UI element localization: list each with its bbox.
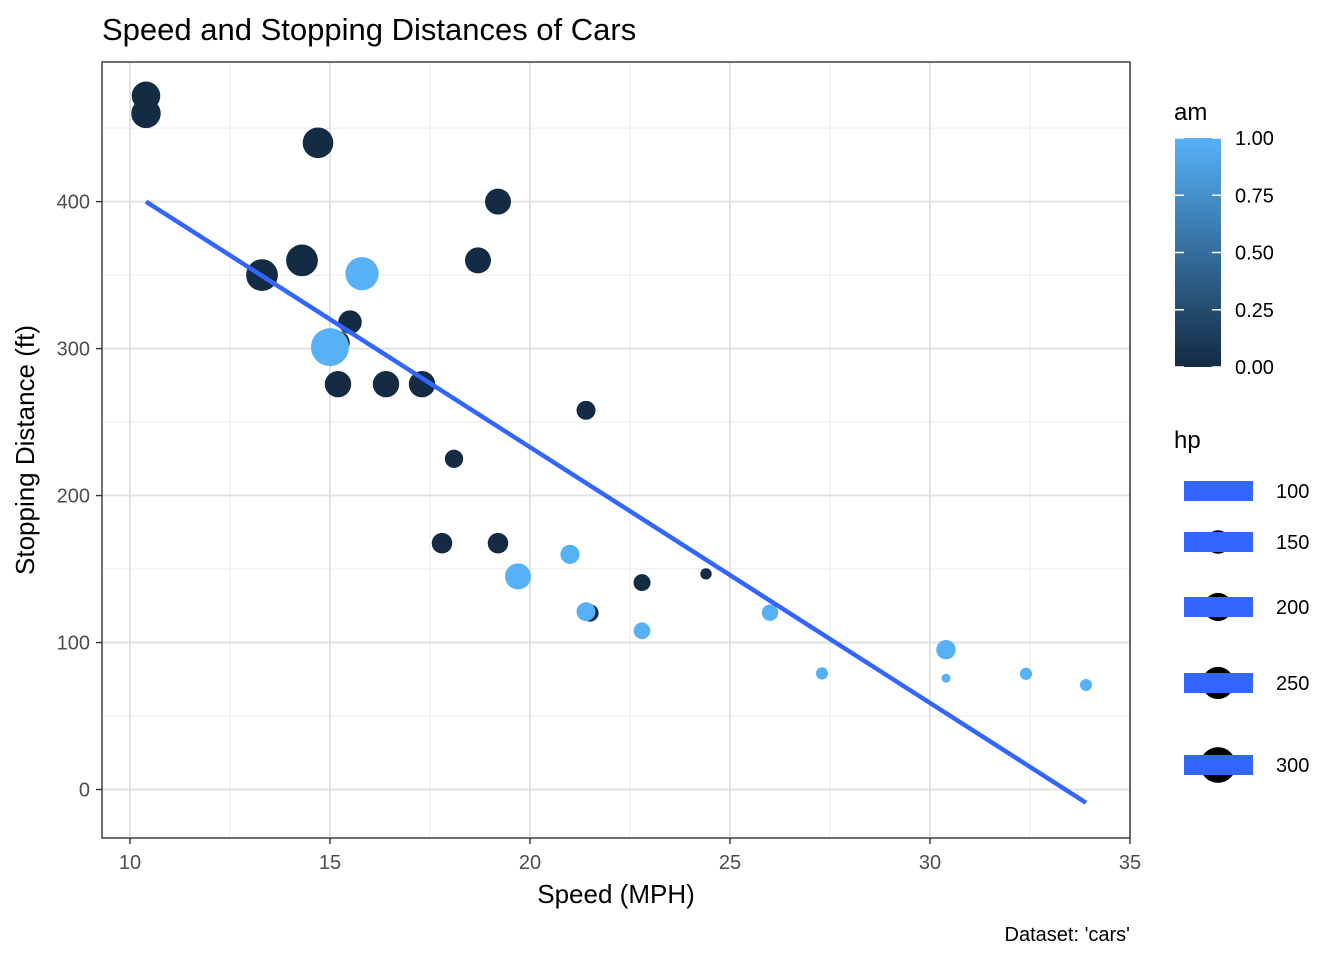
x-tick-label: 35 bbox=[1119, 852, 1141, 874]
data-point bbox=[815, 667, 829, 680]
legend-hp-key-line bbox=[1184, 481, 1253, 501]
legend-hp-label: 200 bbox=[1276, 597, 1309, 619]
data-point bbox=[576, 400, 596, 420]
data-point bbox=[576, 602, 596, 622]
grid-lines bbox=[102, 62, 1131, 838]
data-points bbox=[131, 81, 1092, 691]
x-tick-label: 25 bbox=[719, 852, 741, 874]
data-point bbox=[936, 640, 956, 660]
legend-am-tick-label: 1.00 bbox=[1235, 128, 1274, 150]
data-point bbox=[431, 532, 453, 554]
x-axis: 10 15 20 25 30 35 bbox=[119, 838, 1141, 874]
data-point bbox=[302, 127, 334, 159]
data-point bbox=[408, 370, 436, 398]
data-point bbox=[941, 673, 951, 683]
plot-panel-background bbox=[102, 62, 1130, 838]
x-tick-label: 15 bbox=[319, 852, 341, 874]
y-axis-title: Stopping Distance (ft) bbox=[10, 325, 40, 575]
legend-hp-title: hp bbox=[1174, 427, 1201, 454]
legend-hp-label: 300 bbox=[1276, 755, 1309, 777]
x-axis-title: Speed (MPH) bbox=[537, 879, 695, 909]
legend-am-tick-label: 0.00 bbox=[1235, 357, 1274, 379]
y-tick-label: 300 bbox=[57, 339, 90, 361]
data-point bbox=[633, 574, 651, 592]
data-point bbox=[311, 328, 349, 367]
chart-title: Speed and Stopping Distances of Cars bbox=[102, 12, 636, 47]
data-point bbox=[487, 532, 509, 554]
legend-hp-label: 150 bbox=[1276, 532, 1309, 554]
legend-hp-key-line bbox=[1184, 755, 1253, 775]
x-tick-label: 10 bbox=[119, 852, 141, 874]
y-tick-label: 400 bbox=[57, 192, 90, 214]
x-tick-label: 20 bbox=[519, 852, 541, 874]
data-point bbox=[1080, 679, 1092, 691]
data-point bbox=[633, 622, 651, 640]
data-point bbox=[1019, 667, 1033, 680]
legend-am-ticks: 0.00 0.25 0.50 0.75 1.00 bbox=[1175, 128, 1274, 379]
y-tick-label: 0 bbox=[79, 780, 90, 802]
fit-line-group bbox=[144, 199, 1088, 805]
data-point bbox=[131, 98, 161, 129]
y-axis: 0 100 200 300 400 bbox=[57, 192, 102, 802]
regression-line bbox=[144, 199, 1088, 805]
legend-hp-keys: 100 150 200 250 300 bbox=[1184, 481, 1309, 783]
data-point bbox=[700, 568, 712, 580]
data-point bbox=[465, 247, 491, 274]
y-tick-label: 200 bbox=[57, 486, 90, 508]
legend-am-tick-label: 0.75 bbox=[1235, 185, 1274, 207]
data-point bbox=[345, 257, 379, 291]
legend-hp-key-line bbox=[1184, 532, 1253, 552]
chart-caption: Dataset: 'cars' bbox=[1005, 924, 1130, 946]
x-tick-label: 30 bbox=[919, 852, 941, 874]
legend-hp-label: 100 bbox=[1276, 481, 1309, 503]
data-point bbox=[761, 604, 779, 621]
data-point bbox=[485, 188, 511, 215]
data-point bbox=[286, 244, 318, 277]
data-point bbox=[560, 544, 580, 564]
data-point bbox=[324, 370, 352, 398]
data-point bbox=[372, 370, 400, 398]
data-point bbox=[444, 449, 464, 468]
legend-am-tick-label: 0.25 bbox=[1235, 300, 1274, 322]
legend-hp-key-line bbox=[1184, 673, 1253, 693]
y-tick-label: 100 bbox=[57, 633, 90, 655]
plot-panel-border bbox=[101, 61, 1131, 839]
data-point bbox=[505, 563, 531, 590]
legend-hp-label: 250 bbox=[1276, 673, 1309, 695]
legend-am-tick-label: 0.50 bbox=[1235, 243, 1274, 265]
legend-hp-key-line bbox=[1184, 597, 1253, 617]
legend-am-title: am bbox=[1174, 99, 1207, 126]
